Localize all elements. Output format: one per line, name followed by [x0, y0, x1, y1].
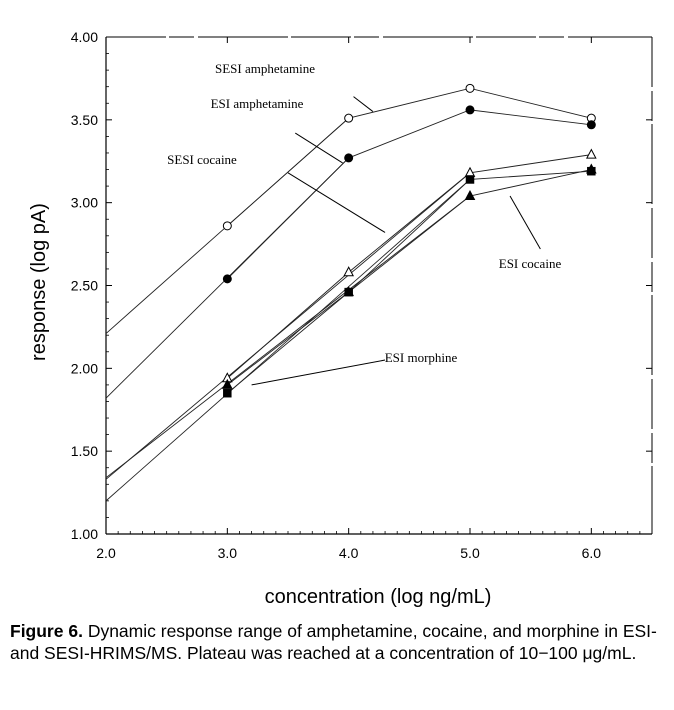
fit-line — [105, 172, 471, 480]
annotation-leader-line — [287, 172, 386, 233]
data-point — [465, 175, 475, 184]
axis-ticks: 2.0 3.0 4.0 5.0 6.0 1.00 1.50 2.00 2.50 3.00 3.50 4… — [71, 29, 653, 561]
data-point — [464, 189, 476, 201]
y-tick-label: 3.00 — [71, 195, 98, 211]
annotation-leader-line — [353, 96, 374, 112]
y-axis-title: response (log pA) — [28, 203, 50, 361]
data-point — [222, 378, 233, 389]
data-point — [222, 221, 232, 231]
data-point — [586, 148, 597, 159]
series-line — [227, 87, 592, 227]
y-tick-label: 4.00 — [71, 29, 98, 45]
annotation-leader-line — [295, 132, 343, 164]
data-point — [223, 388, 232, 398]
fit-line — [105, 195, 471, 479]
data-point — [465, 83, 475, 93]
data-point — [587, 166, 596, 176]
annotation-label: SESI cocaine — [167, 152, 237, 167]
chart: 2.0 3.0 4.0 5.0 6.0 1.00 1.50 2.00 2.50 3.00 3.50 4… — [28, 29, 653, 608]
data-point — [343, 266, 354, 277]
y-tick-label: 2.00 — [71, 360, 98, 376]
x-tick-label: 2.0 — [96, 545, 116, 561]
data-point — [344, 287, 353, 297]
series-line — [227, 169, 592, 386]
figure-caption-label: Figure 6. — [10, 621, 83, 641]
x-tick-label: 6.0 — [582, 545, 602, 561]
data-markers — [222, 83, 597, 398]
fit-line — [105, 179, 471, 502]
data-point — [344, 113, 354, 123]
annotation-label: SESI amphetamine — [215, 61, 315, 76]
plot-frame — [105, 36, 653, 535]
y-tick-label: 3.50 — [71, 112, 98, 128]
x-tick-label: 5.0 — [460, 545, 480, 561]
annotation-label: ESI cocaine — [499, 256, 562, 271]
data-point — [344, 153, 354, 163]
figure-caption: Figure 6. Dynamic response range of amph… — [10, 620, 665, 664]
figure-caption-text: Dynamic response range of amphetamine, c… — [10, 621, 657, 663]
data-point — [465, 105, 475, 115]
annotation-label: ESI morphine — [385, 350, 458, 365]
data-point — [586, 120, 596, 130]
x-axis-title: concentration (log ng/mL) — [265, 586, 492, 608]
annotation-label: ESI amphetamine — [211, 96, 304, 111]
series-line — [227, 170, 592, 394]
series-line — [227, 109, 592, 280]
annotations: SESI amphetamine ESI amphetamine SESI coca… — [167, 61, 562, 386]
annotation-leader-line — [509, 195, 541, 250]
y-tick-label: 1.50 — [71, 443, 98, 459]
fit-lines — [105, 117, 471, 502]
series-line — [227, 154, 592, 379]
y-tick-label: 1.00 — [71, 526, 98, 542]
data-point — [222, 274, 232, 284]
x-tick-label: 3.0 — [218, 545, 238, 561]
y-tick-label: 2.50 — [71, 278, 98, 294]
data-series — [227, 87, 592, 394]
annotation-leader-line — [251, 359, 386, 386]
x-tick-label: 4.0 — [339, 545, 359, 561]
